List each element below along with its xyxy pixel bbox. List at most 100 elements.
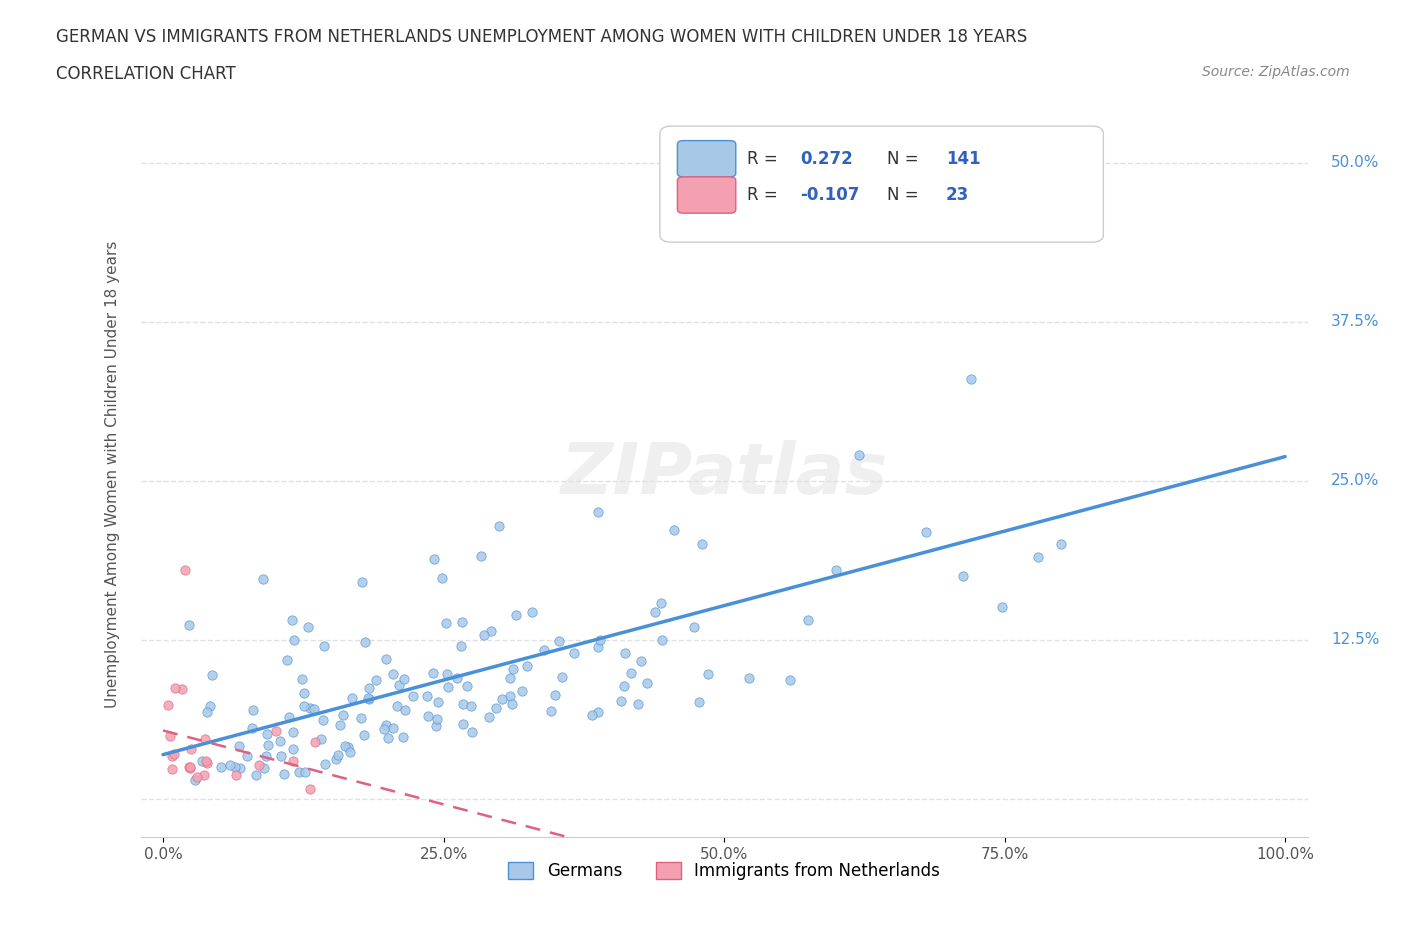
Germans	[662, 523, 685, 538]
Germans	[359, 681, 381, 696]
Germans	[340, 691, 363, 706]
Germans	[373, 722, 395, 737]
Germans	[352, 575, 374, 590]
Germans	[283, 724, 305, 739]
Text: N =: N =	[887, 150, 924, 167]
Text: 23: 23	[946, 186, 969, 204]
Germans	[179, 618, 201, 633]
Germans	[470, 549, 492, 564]
Text: 25.0%: 25.0%	[1331, 473, 1379, 488]
FancyBboxPatch shape	[659, 126, 1104, 242]
Germans	[198, 698, 221, 713]
Germans	[354, 634, 377, 649]
Germans	[228, 739, 250, 754]
Germans	[381, 721, 404, 736]
Germans	[209, 760, 232, 775]
Germans	[416, 689, 439, 704]
Germans	[499, 671, 522, 685]
Germans	[392, 671, 415, 686]
Germans	[696, 667, 718, 682]
Germans	[224, 760, 246, 775]
Germans	[502, 662, 524, 677]
Immigrants from Netherlands	[247, 757, 270, 772]
Germans	[184, 773, 207, 788]
Germans	[683, 619, 706, 634]
Germans	[430, 571, 453, 586]
Immigrants from Netherlands	[281, 754, 304, 769]
Germans	[291, 671, 314, 686]
Germans	[426, 711, 449, 726]
Immigrants from Netherlands	[163, 681, 186, 696]
Germans	[245, 768, 267, 783]
Germans	[769, 193, 792, 208]
Germans	[357, 691, 380, 706]
Germans	[297, 619, 319, 634]
Germans	[690, 537, 713, 551]
Germans	[481, 624, 503, 639]
Germans	[952, 569, 974, 584]
Germans	[387, 698, 409, 713]
Germans	[915, 525, 938, 539]
Germans	[651, 632, 673, 647]
Germans	[357, 692, 380, 707]
Germans	[314, 756, 336, 771]
Immigrants from Netherlands	[186, 769, 208, 784]
Germans	[281, 612, 304, 627]
Germans	[292, 698, 315, 713]
Germans	[491, 691, 513, 706]
Germans	[353, 727, 375, 742]
Germans	[991, 599, 1014, 614]
Germans	[434, 616, 457, 631]
Immigrants from Netherlands	[194, 731, 217, 746]
Germans	[252, 761, 274, 776]
Germans	[779, 672, 801, 687]
Immigrants from Netherlands	[170, 681, 193, 696]
Germans	[314, 639, 336, 654]
Germans	[191, 753, 214, 768]
Germans	[281, 741, 304, 756]
Germans	[644, 604, 666, 619]
Germans	[485, 701, 508, 716]
Immigrants from Netherlands	[193, 768, 215, 783]
Germans	[240, 720, 263, 735]
FancyBboxPatch shape	[678, 140, 735, 177]
Germans	[586, 504, 609, 519]
Germans	[201, 668, 224, 683]
Germans	[451, 717, 474, 732]
Germans	[254, 749, 277, 764]
Germans	[738, 671, 761, 685]
Germans	[589, 632, 612, 647]
Germans	[218, 758, 240, 773]
Germans	[510, 684, 533, 698]
Immigrants from Netherlands	[304, 735, 326, 750]
Germans	[339, 744, 361, 759]
Germans	[277, 710, 299, 724]
Germans	[392, 730, 415, 745]
Germans	[610, 694, 633, 709]
Germans	[276, 653, 298, 668]
Germans	[650, 595, 672, 610]
Germans	[256, 737, 278, 752]
Germans	[450, 639, 472, 654]
Immigrants from Netherlands	[157, 698, 180, 712]
Germans	[273, 766, 295, 781]
Text: 141: 141	[946, 150, 980, 167]
Germans	[533, 643, 555, 658]
Text: R =: R =	[748, 150, 783, 167]
Immigrants from Netherlands	[194, 753, 217, 768]
Germans	[292, 685, 315, 700]
Germans	[236, 749, 259, 764]
Germans	[544, 687, 567, 702]
Germans	[337, 740, 360, 755]
Germans	[325, 751, 347, 766]
Germans	[797, 613, 820, 628]
Germans	[1049, 537, 1071, 551]
Germans	[501, 697, 523, 711]
Germans	[309, 731, 332, 746]
Text: 0.272: 0.272	[800, 150, 852, 167]
Germans	[283, 632, 305, 647]
Germans	[562, 645, 585, 660]
Germans	[375, 651, 398, 666]
Germans	[298, 700, 321, 715]
Germans	[426, 695, 449, 710]
